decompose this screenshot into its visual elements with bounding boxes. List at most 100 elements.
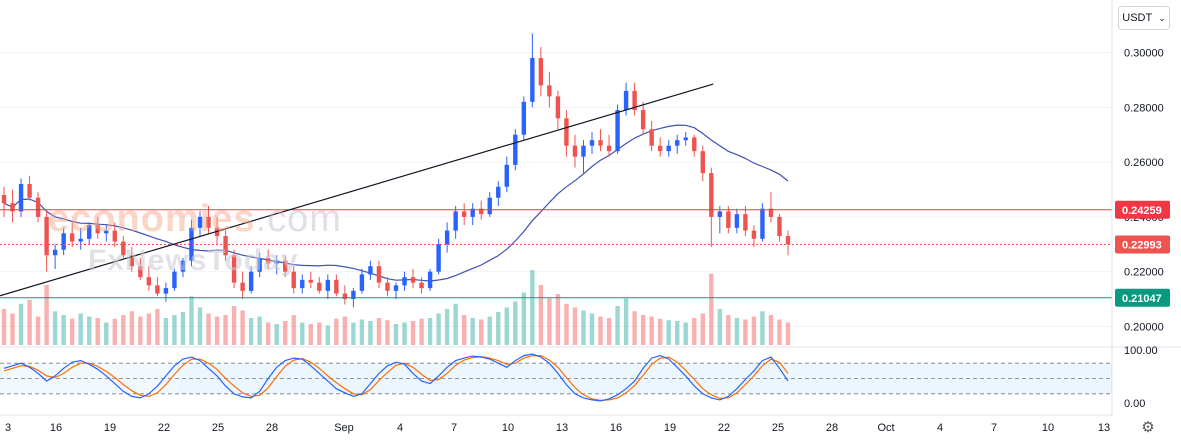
volume-bar (657, 318, 663, 345)
volume-bar (44, 285, 49, 345)
volume-bar (69, 318, 75, 345)
volume-bar (530, 270, 535, 345)
volume-bar (27, 300, 32, 345)
gear-icon[interactable]: ⚙ (1141, 419, 1155, 436)
candle-body (172, 271, 177, 289)
candle-body (180, 260, 186, 272)
volume-bar (240, 310, 245, 345)
volume-bar (180, 312, 186, 345)
volume-bar (283, 321, 288, 345)
candle-body (155, 285, 160, 294)
volume-bar (10, 313, 15, 345)
candle-body (461, 211, 467, 217)
candle-body (666, 145, 671, 152)
candle-body (598, 140, 603, 146)
volume-bar (172, 315, 177, 345)
volume-bar (623, 298, 629, 345)
date-tick-label: 7 (991, 422, 997, 434)
candle-body (419, 282, 424, 289)
candle-body (248, 271, 254, 291)
date-tick-label: 13 (556, 422, 568, 434)
date-tick-label: 16 (50, 422, 62, 434)
candle-body (606, 145, 612, 152)
volume-bar (385, 320, 390, 345)
candle-body (325, 279, 331, 291)
volume-bar (504, 307, 509, 345)
volume-bar (479, 319, 484, 345)
date-tick-label: 25 (212, 422, 224, 434)
candle-body (35, 197, 41, 217)
date-tick-label: 22 (158, 422, 170, 434)
date-tick-label: Sep (334, 422, 354, 434)
volume-bar (376, 318, 382, 345)
volume-bar (598, 316, 603, 345)
volume-bar (683, 322, 688, 345)
volume-bar (368, 321, 373, 345)
volume-bar (1, 309, 7, 345)
moving-average-line (3, 124, 789, 282)
volume-bars (1, 270, 791, 345)
volume-bar (317, 322, 322, 345)
volume-bar (231, 306, 237, 345)
candle-body (376, 266, 382, 283)
trendline[interactable] (0, 83, 714, 297)
candle-body (555, 96, 561, 119)
date-tick-label: 4 (937, 422, 943, 434)
price-tick-label: 0.20000 (1124, 321, 1164, 333)
volume-bar (214, 316, 220, 345)
volume-bar (606, 318, 612, 345)
candle-body (146, 277, 152, 286)
volume-bar (325, 325, 331, 345)
candle-body (104, 230, 109, 234)
level-label-bg-last-price (1115, 235, 1170, 254)
price-tick-label: 0.30000 (1124, 48, 1164, 60)
volume-bar (351, 322, 356, 345)
volume-bar (726, 315, 731, 345)
candle-body (751, 230, 757, 239)
volume-bar (206, 313, 211, 345)
volume-bar (470, 318, 475, 345)
candle-body (726, 211, 731, 228)
volume-bar (444, 309, 450, 345)
currency-selector[interactable]: USDT ⌄ (1118, 6, 1170, 30)
volume-bar (419, 318, 424, 345)
volume-bar (197, 307, 203, 345)
stochastic-oscillator (0, 353, 1112, 402)
candle-body (265, 257, 271, 264)
date-tick-label: 13 (1098, 422, 1110, 434)
candle-body (581, 145, 586, 157)
watermark-economies: economies.com (48, 198, 342, 240)
date-axis[interactable]: 3 16 19 22 25 28 Sep 4 7 10 13 16 19 22 25 28 Oct 4 7 10 13 (0, 414, 1112, 434)
candle-body (402, 277, 407, 286)
price-level-labels: 0.24259 0.22993 0.21047 (1115, 200, 1170, 307)
volume-bar (572, 307, 578, 345)
candle-body (44, 216, 49, 256)
volume-bar (564, 303, 569, 345)
candle-body (274, 260, 279, 264)
volume-bar (334, 318, 339, 345)
date-tick-label: 28 (826, 422, 838, 434)
candle-body (291, 271, 296, 289)
volume-bar (35, 316, 41, 345)
volume-bar (393, 324, 399, 345)
candle-body (231, 255, 237, 283)
moving-average-path (3, 124, 789, 282)
candle-body (538, 58, 544, 86)
candle-body (521, 101, 527, 135)
volume-bar (760, 311, 765, 345)
candle-body (368, 266, 373, 275)
volume-bar (581, 310, 586, 345)
volume-bar (461, 315, 467, 345)
volume-bar (359, 319, 365, 345)
oscillator-tick-label: 0.00 (1124, 398, 1145, 410)
volume-bar (265, 322, 271, 345)
candle-body (572, 145, 578, 157)
candle-body (436, 244, 441, 272)
oscillator-tick-label: 100.00 (1124, 345, 1158, 357)
candle-body (649, 129, 654, 146)
candle-body (470, 208, 475, 217)
watermark-fxnewstoday: FxNewsToday (88, 244, 299, 277)
volume-bar (666, 320, 671, 345)
candle-body (78, 238, 83, 242)
